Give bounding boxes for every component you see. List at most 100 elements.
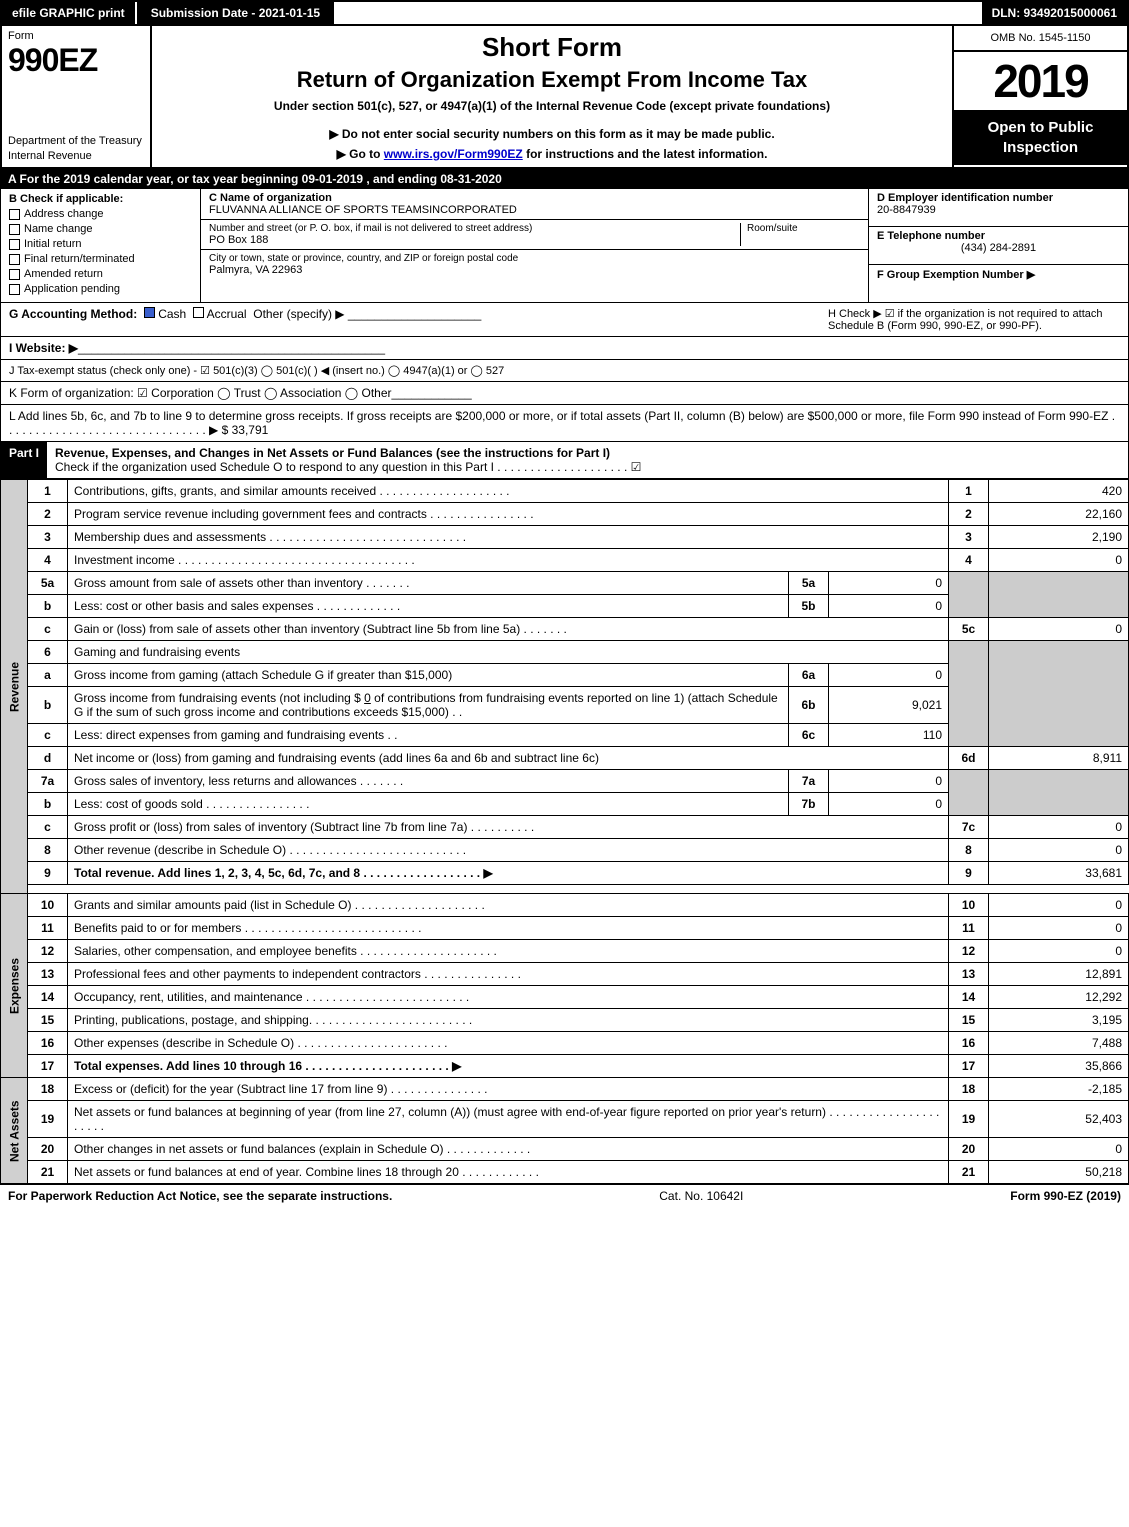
efile-print-button[interactable]: efile GRAPHIC print — [2, 2, 137, 24]
section-c: C Name of organization FLUVANNA ALLIANCE… — [201, 189, 868, 302]
line-6c-subval: 110 — [829, 724, 949, 747]
check-application-pending[interactable]: Application pending — [9, 283, 192, 295]
line-9-desc-text: Total revenue. Add lines 1, 2, 3, 4, 5c,… — [74, 866, 493, 880]
tax-exempt-status: J Tax-exempt status (check only one) - ☑… — [9, 364, 504, 377]
line-4-no: 4 — [28, 549, 68, 572]
line-10-no: 10 — [28, 894, 68, 917]
line-7b-desc: Less: cost of goods sold . . . . . . . .… — [68, 793, 789, 816]
line-16-val: 7,488 — [989, 1032, 1129, 1055]
line-19-no: 19 — [28, 1101, 68, 1138]
shaded-cell — [949, 770, 989, 816]
line-7a-subno: 7a — [789, 770, 829, 793]
line-12-no: 12 — [28, 940, 68, 963]
line-1-col: 1 — [949, 480, 989, 503]
line-11-col: 11 — [949, 917, 989, 940]
org-name-value: FLUVANNA ALLIANCE OF SPORTS TEAMSINCORPO… — [209, 204, 860, 216]
city-row: City or town, state or province, country… — [201, 250, 868, 279]
line-7c-no: c — [28, 816, 68, 839]
line-3-desc: Membership dues and assessments . . . . … — [68, 526, 949, 549]
check-amended-return[interactable]: Amended return — [9, 268, 192, 280]
line-6a-no: a — [28, 664, 68, 687]
section-h: H Check ▶ ☑ if the organization is not r… — [820, 307, 1120, 332]
form-of-organization: K Form of organization: ☑ Corporation ◯ … — [9, 386, 392, 400]
line-17-desc: Total expenses. Add lines 10 through 16 … — [68, 1055, 949, 1078]
line-12-desc: Salaries, other compensation, and employ… — [68, 940, 949, 963]
department-label: Department of the Treasury Internal Reve… — [8, 134, 144, 163]
subtitle-goto: ▶ Go to www.irs.gov/Form990EZ for instru… — [158, 147, 946, 161]
line-10-desc: Grants and similar amounts paid (list in… — [68, 894, 949, 917]
line-16-col: 16 — [949, 1032, 989, 1055]
check-name-change[interactable]: Name change — [9, 223, 192, 235]
line-21-val: 50,218 — [989, 1161, 1129, 1184]
topbar-spacer — [334, 2, 981, 24]
line-6-desc: Gaming and fundraising events — [68, 641, 949, 664]
subtitle-ssn-warning: ▶ Do not enter social security numbers o… — [158, 127, 946, 141]
line-9-desc: Total revenue. Add lines 1, 2, 3, 4, 5c,… — [68, 862, 949, 885]
section-b-label: B Check if applicable: — [9, 193, 192, 205]
shaded-cell — [949, 641, 989, 747]
line-6d-no: d — [28, 747, 68, 770]
info-block: B Check if applicable: Address change Na… — [0, 189, 1129, 303]
line-19-val: 52,403 — [989, 1101, 1129, 1138]
line-14-col: 14 — [949, 986, 989, 1009]
line-3-no: 3 — [28, 526, 68, 549]
line-9-val: 33,681 — [989, 862, 1129, 885]
line-5b-desc: Less: cost or other basis and sales expe… — [68, 595, 789, 618]
line-15-desc: Printing, publications, postage, and shi… — [68, 1009, 949, 1032]
line-21-col: 21 — [949, 1161, 989, 1184]
line-7c-val: 0 — [989, 816, 1129, 839]
section-j: J Tax-exempt status (check only one) - ☑… — [0, 360, 1129, 382]
accrual-option: Accrual — [207, 307, 247, 321]
shaded-cell — [989, 770, 1129, 816]
line-7c-col: 7c — [949, 816, 989, 839]
line-17-val: 35,866 — [989, 1055, 1129, 1078]
line-4-col: 4 — [949, 549, 989, 572]
line-6b-subval: 9,021 — [829, 687, 949, 724]
section-d-e-f: D Employer identification number 20-8847… — [868, 189, 1128, 302]
org-name-label: C Name of organization — [209, 192, 860, 204]
city-label: City or town, state or province, country… — [209, 253, 860, 264]
line-2-col: 2 — [949, 503, 989, 526]
line-6c-desc: Less: direct expenses from gaming and fu… — [68, 724, 789, 747]
line-7a-no: 7a — [28, 770, 68, 793]
website-label: I Website: ▶ — [9, 341, 78, 355]
street-label: Number and street (or P. O. box, if mail… — [209, 223, 740, 234]
check-initial-return[interactable]: Initial return — [9, 238, 192, 250]
line-1-val: 420 — [989, 480, 1129, 503]
line-20-no: 20 — [28, 1138, 68, 1161]
line-13-val: 12,891 — [989, 963, 1129, 986]
form-number: 990EZ — [8, 42, 144, 79]
top-bar: efile GRAPHIC print Submission Date - 20… — [0, 0, 1129, 26]
street-row: Number and street (or P. O. box, if mail… — [201, 220, 868, 250]
line-6c-subno: 6c — [789, 724, 829, 747]
revenue-vertical-label: Revenue — [1, 480, 28, 894]
line-6a-subno: 6a — [789, 664, 829, 687]
header-center: Short Form Return of Organization Exempt… — [152, 26, 952, 167]
line-5c-val: 0 — [989, 618, 1129, 641]
section-i: I Website: ▶ ___________________________… — [0, 337, 1129, 360]
irs-link[interactable]: www.irs.gov/Form990EZ — [384, 147, 523, 161]
line-18-desc: Excess or (deficit) for the year (Subtra… — [68, 1078, 949, 1101]
divider — [28, 885, 1129, 894]
checkbox-icon — [9, 209, 20, 220]
shaded-cell — [989, 641, 1129, 747]
line-15-col: 15 — [949, 1009, 989, 1032]
dln-label: DLN: 93492015000061 — [982, 2, 1127, 24]
line-14-desc: Occupancy, rent, utilities, and maintena… — [68, 986, 949, 1009]
line-19-col: 19 — [949, 1101, 989, 1138]
ein-row: D Employer identification number 20-8847… — [869, 189, 1128, 227]
line-21-no: 21 — [28, 1161, 68, 1184]
check-label-address: Address change — [24, 208, 104, 220]
checkbox-icon — [9, 269, 20, 280]
line-11-val: 0 — [989, 917, 1129, 940]
line-6d-col: 6d — [949, 747, 989, 770]
check-final-return[interactable]: Final return/terminated — [9, 253, 192, 265]
line-17-col: 17 — [949, 1055, 989, 1078]
section-l: L Add lines 5b, 6c, and 7b to line 9 to … — [0, 405, 1129, 442]
line-20-col: 20 — [949, 1138, 989, 1161]
line-12-col: 12 — [949, 940, 989, 963]
check-label-name: Name change — [24, 223, 93, 235]
line-6-no: 6 — [28, 641, 68, 664]
check-address-change[interactable]: Address change — [9, 208, 192, 220]
line-2-val: 22,160 — [989, 503, 1129, 526]
